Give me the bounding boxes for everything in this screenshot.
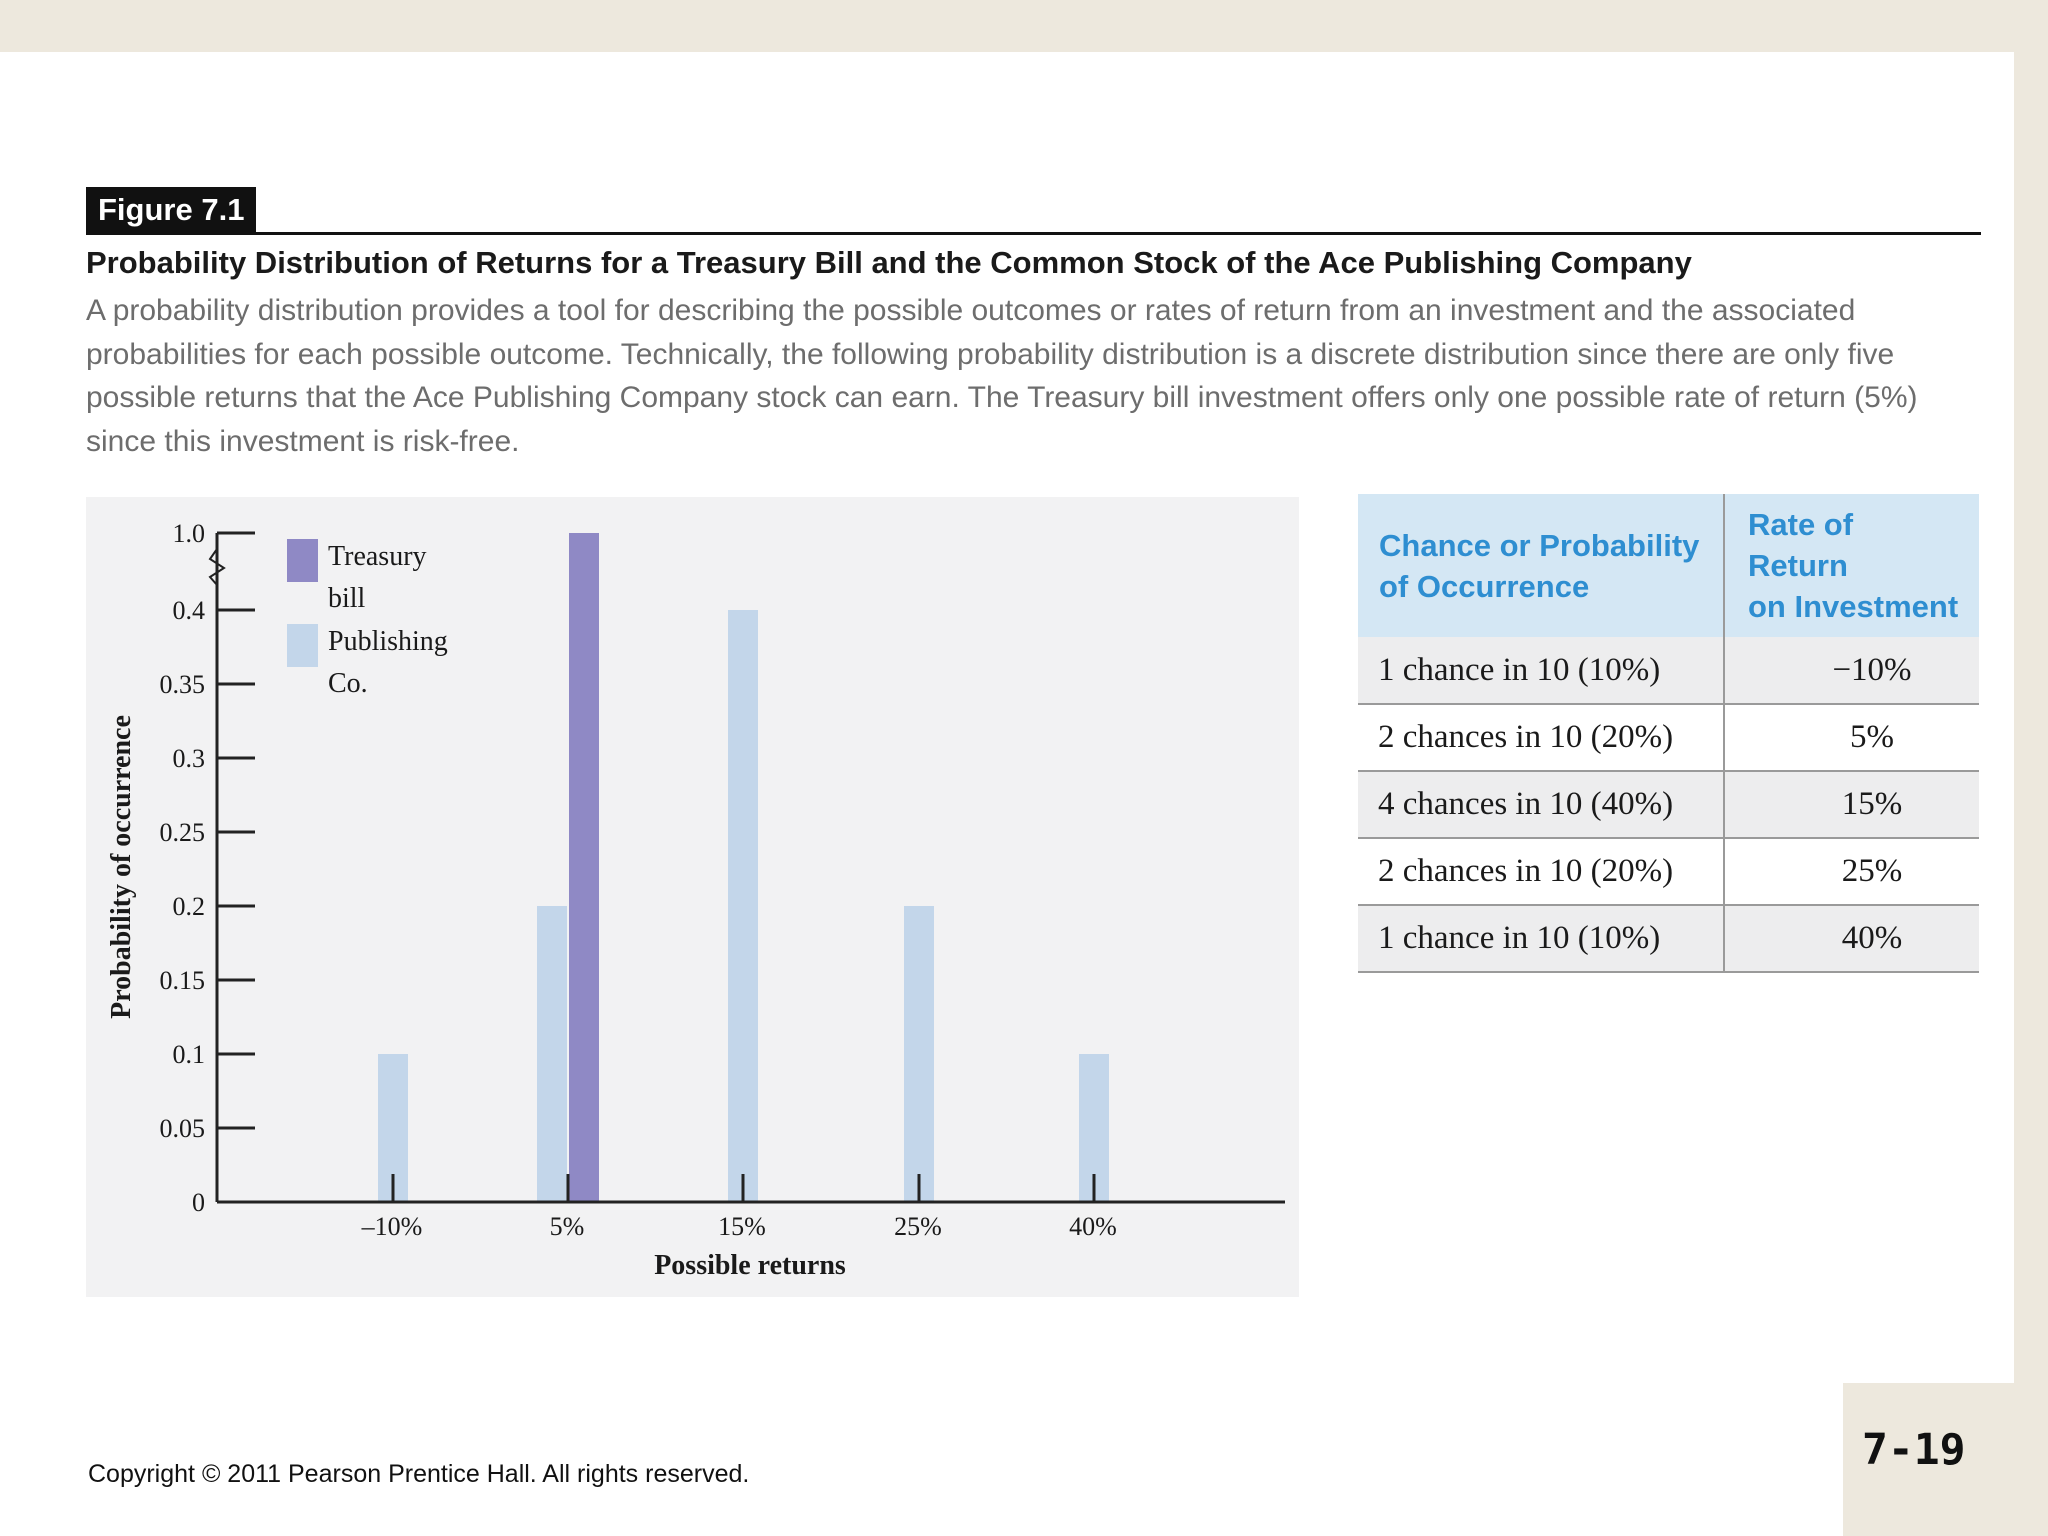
bar-publishing-2 (728, 610, 758, 1202)
y-tick-label: 0.35 (160, 670, 206, 699)
table-cell-return: 15% (1724, 771, 1979, 839)
legend-label: Treasury (328, 541, 427, 572)
table-header-row: Chance or Probability of Occurrence Rate… (1358, 494, 1979, 637)
x-tick-label: 25% (894, 1212, 942, 1241)
figure-rule (86, 232, 1981, 235)
table-row: 2 chances in 10 (20%) 25% (1358, 838, 1979, 906)
table-cell-return: 5% (1724, 704, 1979, 772)
copyright: Copyright © 2011 Pearson Prentice Hall. … (88, 1460, 750, 1488)
page-number: 7-19 (1862, 1425, 1966, 1475)
table-row: 2 chances in 10 (20%) 5% (1358, 704, 1979, 772)
table-row: 4 chances in 10 (40%) 15% (1358, 771, 1979, 839)
axis-break (208, 548, 226, 586)
x-tick-label: 5% (550, 1212, 585, 1241)
table-cell-probability: 1 chance in 10 (10%) (1358, 637, 1725, 705)
table-cell-probability: 1 chance in 10 (10%) (1358, 905, 1725, 973)
legend-label: Co. (328, 668, 368, 699)
x-tick-label: 40% (1069, 1212, 1117, 1241)
figure-description: A probability distribution provides a to… (86, 294, 1918, 458)
table-cell-return: 25% (1724, 838, 1979, 906)
bar-publishing-3 (904, 906, 934, 1202)
table-header-return: Rate of Return on Investment (1724, 494, 1979, 637)
header-line: on Investment (1748, 589, 1959, 624)
bar-treasury-1 (569, 533, 599, 1202)
header-line: of Occurrence (1379, 568, 1590, 604)
y-axis-label: Probability of occurrence (106, 715, 137, 1019)
chart-panel: 0 0.05 0.1 0.15 0.2 0.25 0.3 0.35 0.4 1.0 –10% 5% 1… (86, 497, 1299, 1297)
header-line: Rate of Return (1748, 507, 1854, 583)
legend-swatch (287, 539, 318, 582)
legend-label: Publishing (328, 626, 448, 657)
figure-label: Figure 7.1 (86, 187, 257, 233)
y-tick-label: 0.1 (173, 1040, 206, 1069)
x-axis-label: Possible returns (654, 1250, 846, 1281)
table-cell-probability: 2 chances in 10 (20%) (1358, 838, 1725, 906)
y-tick-label: 0 (192, 1188, 205, 1217)
table-cell-probability: 2 chances in 10 (20%) (1358, 704, 1725, 772)
table-cell-return: −10% (1724, 637, 1979, 705)
y-tick-label: 1.0 (173, 519, 206, 548)
corner-decoration (1843, 1383, 2048, 1536)
table-cell-return: 40% (1724, 905, 1979, 973)
y-tick-label: 0.05 (160, 1114, 206, 1143)
y-tick-label: 0.15 (160, 966, 206, 995)
x-tick-label: –10% (361, 1212, 423, 1241)
table-row: 1 chance in 10 (10%) −10% (1358, 637, 1979, 705)
bar-publishing-1 (537, 906, 567, 1202)
y-tick-label: 0.4 (173, 596, 206, 625)
returns-table: Chance or Probability of Occurrence Rate… (1358, 494, 1979, 973)
table-row: 1 chance in 10 (10%) 40% (1358, 905, 1979, 973)
x-tick-label: 15% (718, 1212, 766, 1241)
y-tick-label: 0.25 (160, 818, 206, 847)
y-tick-label: 0.3 (173, 744, 206, 773)
y-tick-label: 0.2 (173, 892, 206, 921)
bar-chart: 0 0.05 0.1 0.15 0.2 0.25 0.3 0.35 0.4 1.0 –10% 5% 1… (106, 519, 1285, 1281)
table-header-probability: Chance or Probability of Occurrence (1358, 494, 1725, 637)
header-line: Chance or Probability (1379, 527, 1700, 563)
table-cell-probability: 4 chances in 10 (40%) (1358, 771, 1725, 839)
legend-swatch (287, 624, 318, 667)
figure-title: Probability Distribution of Returns for … (86, 245, 1692, 280)
legend-label: bill (328, 583, 366, 614)
